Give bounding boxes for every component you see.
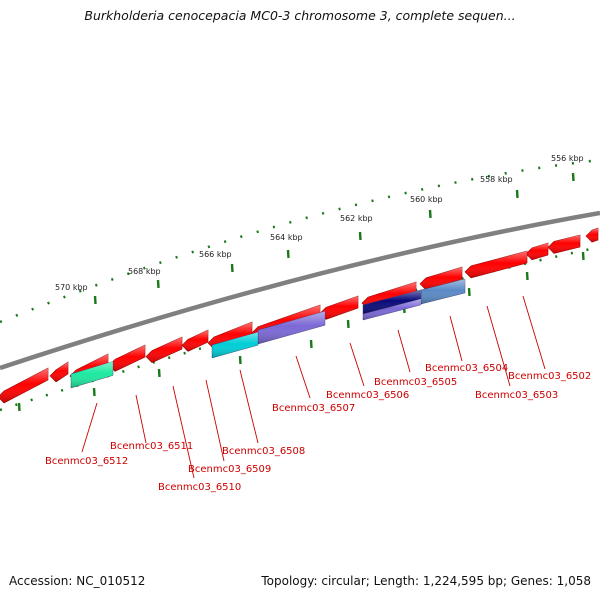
gene-label-bcenmc03_6505[interactable]: Bcenmc03_6505 [374,377,457,388]
scale-tick-560 [428,209,432,219]
scale-tick-566 [230,263,234,273]
forward-gene-shading [526,243,548,260]
label-leader-line [449,315,463,362]
scale-label-570: 570 kbp [55,283,88,292]
forward-gene-shading [50,362,68,382]
scale-label-564: 564 kbp [270,233,303,242]
label-leader-line [239,369,259,444]
gene-block-shading [71,361,113,388]
forward-gene-shading [420,267,462,290]
scale-label-560: 560 kbp [410,195,443,204]
scale-label-566: 566 kbp [199,250,232,259]
forward-gene-shading [465,251,527,278]
gene-label-bcenmc03_6507[interactable]: Bcenmc03_6507 [272,403,355,414]
gene-block-shading [258,311,325,344]
scale-tick-564 [286,249,290,259]
gene-label-bcenmc03_6504[interactable]: Bcenmc03_6504 [425,363,508,374]
gene-label-bcenmc03_6506[interactable]: Bcenmc03_6506 [326,390,409,401]
sequence-summary: Topology: circular; Length: 1,224,595 bp… [261,574,591,588]
inner-scale-tick [525,271,529,281]
gene-block-shading [212,332,258,358]
forward-gene-shading [182,330,208,352]
scale-label-558: 558 kbp [480,175,513,184]
gene-block-shading [363,298,421,320]
scale-tick-556 [571,172,575,182]
gene-label-bcenmc03_6508[interactable]: Bcenmc03_6508 [222,446,305,457]
label-leader-line [81,402,98,453]
label-leader-line [522,295,546,370]
scale-label-556: 556 kbp [551,154,584,163]
label-leader-line [486,305,511,387]
forward-gene-shading [146,337,182,363]
inner-scale-tick [581,251,585,261]
label-leader-line [397,329,411,373]
scale-tick-558 [515,189,519,199]
forward-gene-shading [586,228,598,243]
forward-gene-shading [0,368,48,403]
map-title: Burkholderia cenocepacia MC0-3 chromosom… [84,8,516,23]
gene-label-bcenmc03_6502[interactable]: Bcenmc03_6502 [508,371,591,382]
outer-scale-track [0,158,600,324]
inner-scale-tick [467,287,471,297]
forward-gene-shading [109,345,145,372]
gene-label-bcenmc03_6509[interactable]: Bcenmc03_6509 [188,464,271,475]
gene-block-shading [421,279,465,304]
accession-label: Accession: NC_010512 [9,574,146,588]
forward-gene-shading [208,322,252,349]
inner-scale-tick [92,387,96,397]
gene-label-bcenmc03_6510[interactable]: Bcenmc03_6510 [158,482,241,493]
scale-label-562: 562 kbp [340,214,373,223]
label-leader-line [135,394,147,444]
label-leader-line [205,379,225,462]
scale-tick-562 [358,231,362,241]
backbone-circle [0,210,600,371]
label-leader-line [295,355,311,399]
gene-label-bcenmc03_6512[interactable]: Bcenmc03_6512 [45,456,128,467]
gene-label-bcenmc03_6511[interactable]: Bcenmc03_6511 [110,441,193,452]
label-leader-line [349,342,365,387]
gene-label-bcenmc03_6503[interactable]: Bcenmc03_6503 [475,390,558,401]
forward-gene-shading [320,296,358,320]
inner-scale-tick [17,402,21,412]
forward-gene-shading [548,235,580,254]
inner-scale-tick [157,368,161,378]
gene-block-shading [363,289,421,314]
inner-scale-tick [238,355,242,365]
scale-label-568: 568 kbp [128,267,161,276]
scale-tick-570 [93,295,97,305]
inner-scale-tick [309,339,313,349]
scale-tick-568 [156,279,160,289]
inner-scale-tick [346,319,350,329]
label-leader-line [172,385,195,479]
